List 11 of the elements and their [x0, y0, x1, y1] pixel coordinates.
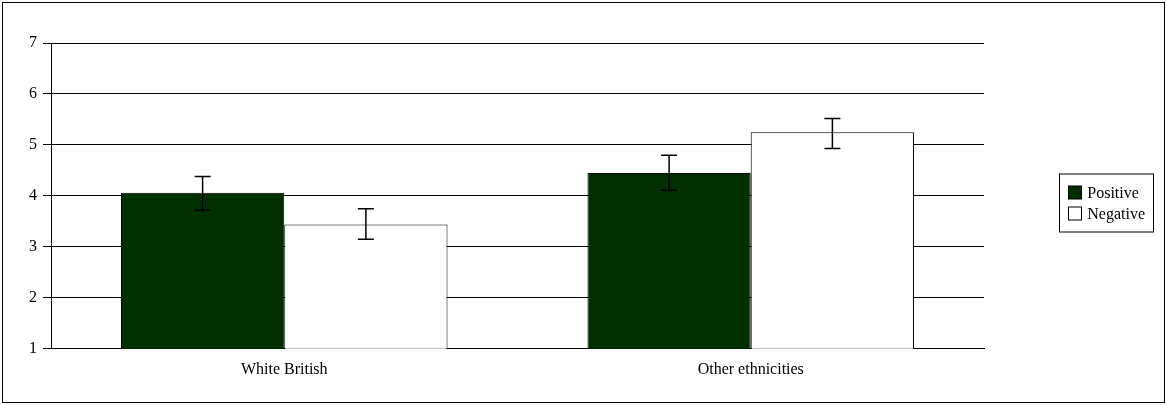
x-tick-label: White British: [240, 359, 328, 377]
y-tick-label: 2: [29, 288, 37, 306]
legend-label: Positive: [1087, 183, 1139, 201]
y-tick-label: 6: [29, 84, 37, 102]
y-tick-label: 1: [29, 339, 37, 356]
x-tick-label: Other ethnicities: [697, 359, 804, 377]
y-tick-label: 3: [29, 237, 37, 255]
y-tick-label: 7: [29, 33, 37, 51]
legend-label: Negative: [1087, 204, 1145, 222]
y-tick-label: 4: [29, 186, 37, 204]
y-tick-label: 5: [29, 135, 37, 153]
